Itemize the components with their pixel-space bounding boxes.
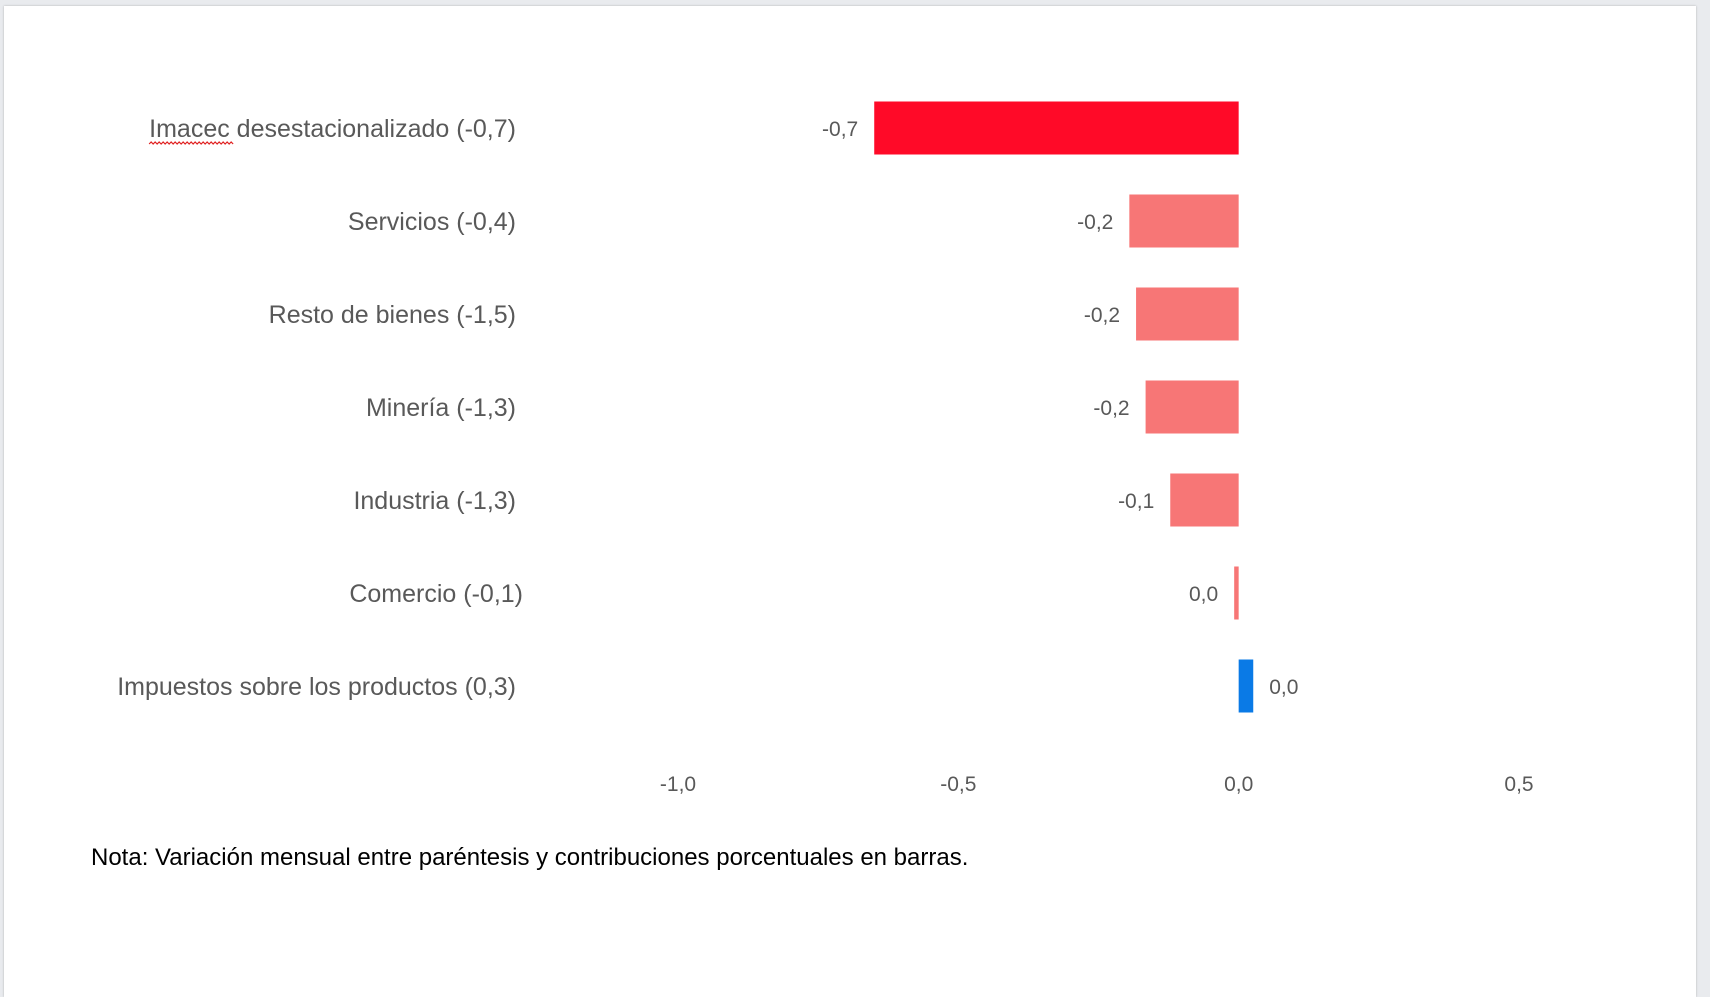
data-label: -0,2 [1084,304,1120,327]
bar [1170,473,1239,527]
bar [1234,566,1239,620]
data-label: -0,7 [822,118,858,141]
category-label: Industria (-1,3) [353,487,516,515]
x-tick-label: -0,5 [940,773,976,796]
bar [1136,287,1239,341]
data-label: 0,0 [1189,583,1218,606]
data-label: -0,1 [1118,490,1154,513]
category-label: Servicios (-0,4) [348,208,516,236]
bar [874,101,1239,155]
x-tick-label: -1,0 [660,773,696,796]
bar [1129,194,1239,248]
spellcheck-underline [148,141,234,145]
category-label: Resto de bienes (-1,5) [269,301,516,329]
chart-note: Nota: Variación mensual entre paréntesis… [91,844,969,871]
bars [874,101,1254,713]
category-label: Impuestos sobre los productos (0,3) [117,673,516,701]
x-tick-label: 0,0 [1224,773,1253,796]
data-label: -0,2 [1093,397,1129,420]
data-labels: -0,7 -0,2 -0,2 -0,2 -0,1 0,0 0,0 [822,118,1298,699]
category-labels: Imacec desestacionalizado (-0,7) Servicio… [117,115,523,701]
x-tick-label: 0,5 [1504,773,1533,796]
contribution-bar-chart: Imacec desestacionalizado (-0,7) Servicio… [117,101,1534,796]
document-page: Imacec desestacionalizado (-0,7) Servicio… [4,6,1696,997]
category-label: Minería (-1,3) [366,394,516,422]
category-label: Comercio (-0,1) [349,580,523,608]
category-label: Imacec desestacionalizado (-0,7) [149,115,516,143]
data-label: 0,0 [1269,676,1298,699]
x-axis-ticks: -1,0 -0,5 0,0 0,5 [660,773,1534,796]
bar [1145,380,1239,434]
bar [1238,659,1254,713]
data-label: -0,2 [1077,211,1113,234]
